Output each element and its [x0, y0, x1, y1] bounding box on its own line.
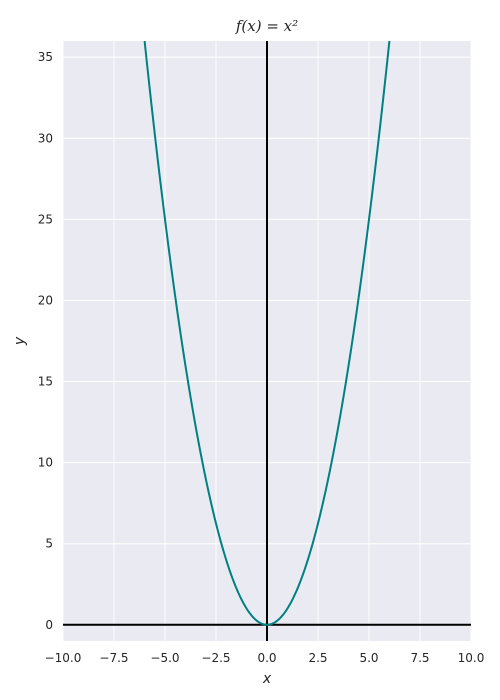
y-tick-label: 30 [38, 131, 53, 145]
x-tick-label: 7.5 [410, 651, 429, 665]
y-tick-label: 10 [38, 456, 53, 470]
x-tick-label: 2.5 [308, 651, 327, 665]
chart-title: f(x) = x² [235, 17, 298, 35]
x-tick-label: 5.0 [359, 651, 378, 665]
y-tick-label: 25 [38, 212, 53, 226]
y-tick-label: 35 [38, 50, 53, 64]
x-axis-label: x [262, 671, 272, 687]
series-line [143, 41, 391, 626]
y-tick-label: 0 [45, 618, 53, 632]
y-tick-label: 5 [45, 537, 53, 551]
x-tick-label: −10.0 [45, 651, 82, 665]
y-tick-label: 15 [38, 375, 53, 389]
y-tick-labels: 0 5 10 15 20 25 30 35 [38, 50, 53, 632]
y-tick-label: 20 [38, 293, 53, 307]
x-tick-label: −2.5 [201, 651, 230, 665]
x-tick-label: −5.0 [150, 651, 179, 665]
x-tick-labels: −10.0 −7.5 −5.0 −2.5 0.0 2.5 5.0 7.5 10.0 [45, 651, 485, 665]
x-tick-label: −7.5 [99, 651, 128, 665]
x-tick-label: 0.0 [257, 651, 276, 665]
y-axis-label: y [12, 336, 28, 346]
x-tick-label: 10.0 [458, 651, 485, 665]
